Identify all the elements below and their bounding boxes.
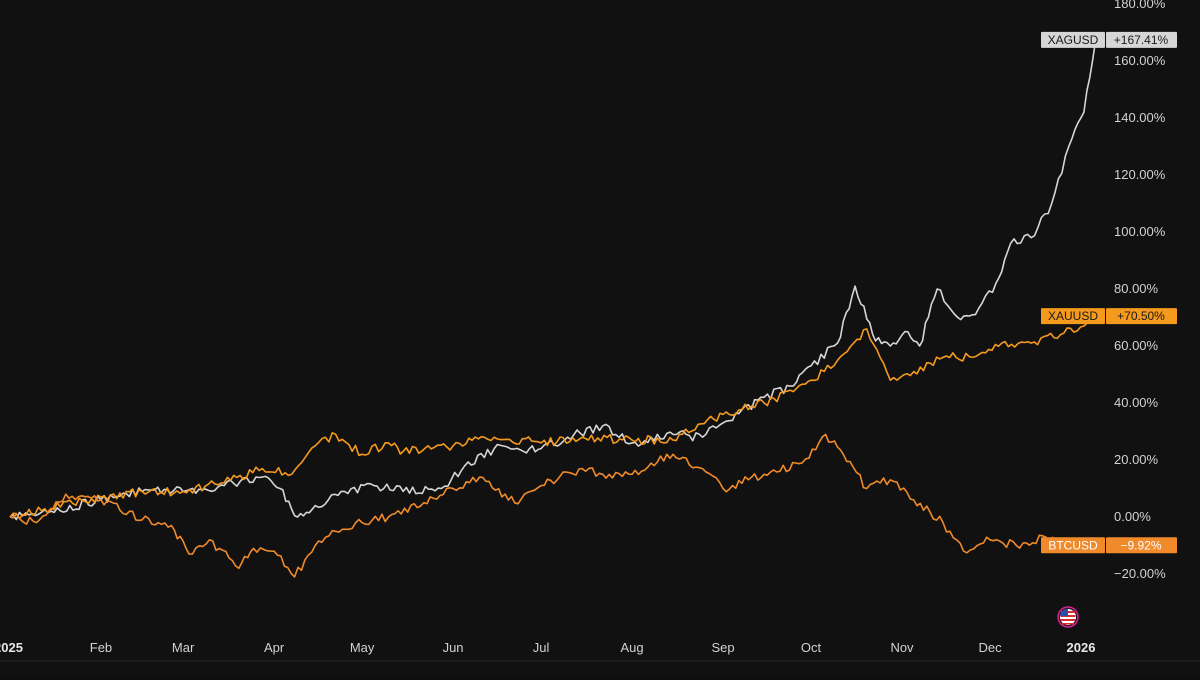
tag-series-value: −9.92% bbox=[1120, 538, 1161, 552]
x-tick-label: Mar bbox=[172, 640, 195, 655]
x-tick-label: Apr bbox=[264, 640, 285, 655]
tag-series-value: +70.50% bbox=[1117, 309, 1165, 323]
y-tick-label: 160.00% bbox=[1114, 53, 1166, 68]
tag-series-name: XAUUSD bbox=[1048, 309, 1098, 323]
x-tick-label: 2025 bbox=[0, 640, 23, 655]
tag-name-box bbox=[1041, 308, 1105, 325]
series-value-tags: XAGUSD +167.41% XAUUSD +70.50% BTCUSD −9.92% bbox=[1041, 31, 1177, 554]
x-tick-label: May bbox=[350, 640, 375, 655]
y-tick-label: 180.00% bbox=[1114, 0, 1166, 11]
x-tick-label: Sep bbox=[711, 640, 734, 655]
y-tick-label: 40.00% bbox=[1114, 395, 1159, 410]
x-tick-label: Nov bbox=[890, 640, 914, 655]
value-tag-btcusd: BTCUSD −9.92% bbox=[1041, 537, 1177, 554]
x-tick-label: Oct bbox=[801, 640, 822, 655]
y-axis: 180.00% 160.00% 140.00% 120.00% 100.00% 80.00… bbox=[1114, 0, 1166, 581]
y-tick-label: 140.00% bbox=[1114, 110, 1166, 125]
y-tick-label: 20.00% bbox=[1114, 452, 1159, 467]
y-tick-label: −20.00% bbox=[1114, 566, 1166, 581]
series-layer bbox=[9, 39, 1097, 578]
y-tick-label: 60.00% bbox=[1114, 338, 1159, 353]
value-tag-xagusd: XAGUSD +167.41% bbox=[1041, 31, 1177, 48]
x-tick-label: Jun bbox=[443, 640, 464, 655]
tag-value-box bbox=[1106, 537, 1177, 554]
tag-value-box bbox=[1106, 308, 1177, 325]
x-axis: 2025 Feb Mar Apr May Jun Jul Aug Sep Oct Nov Dec 202… bbox=[0, 640, 1095, 655]
value-tag-xauusd: XAUUSD +70.50% bbox=[1041, 308, 1177, 325]
x-tick-label: Feb bbox=[90, 640, 112, 655]
tag-name-box bbox=[1041, 537, 1105, 554]
tag-series-name: BTCUSD bbox=[1048, 538, 1098, 552]
x-tick-label: Aug bbox=[620, 640, 643, 655]
us-flag-event-icon[interactable] bbox=[1057, 606, 1079, 628]
y-tick-label: 80.00% bbox=[1114, 281, 1159, 296]
y-tick-label: 0.00% bbox=[1114, 509, 1151, 524]
x-tick-label: Jul bbox=[533, 640, 550, 655]
x-tick-label: Dec bbox=[978, 640, 1002, 655]
tag-name-box bbox=[1041, 31, 1105, 48]
tag-series-name: XAGUSD bbox=[1048, 33, 1099, 47]
tag-series-value: +167.41% bbox=[1114, 33, 1169, 47]
tag-value-box bbox=[1106, 31, 1177, 48]
y-tick-label: 100.00% bbox=[1114, 224, 1166, 239]
y-tick-label: 120.00% bbox=[1114, 167, 1166, 182]
x-tick-label: 2026 bbox=[1067, 640, 1096, 655]
series-line-btcusd[interactable] bbox=[9, 433, 1097, 578]
series-line-xauusd[interactable] bbox=[9, 315, 1097, 520]
